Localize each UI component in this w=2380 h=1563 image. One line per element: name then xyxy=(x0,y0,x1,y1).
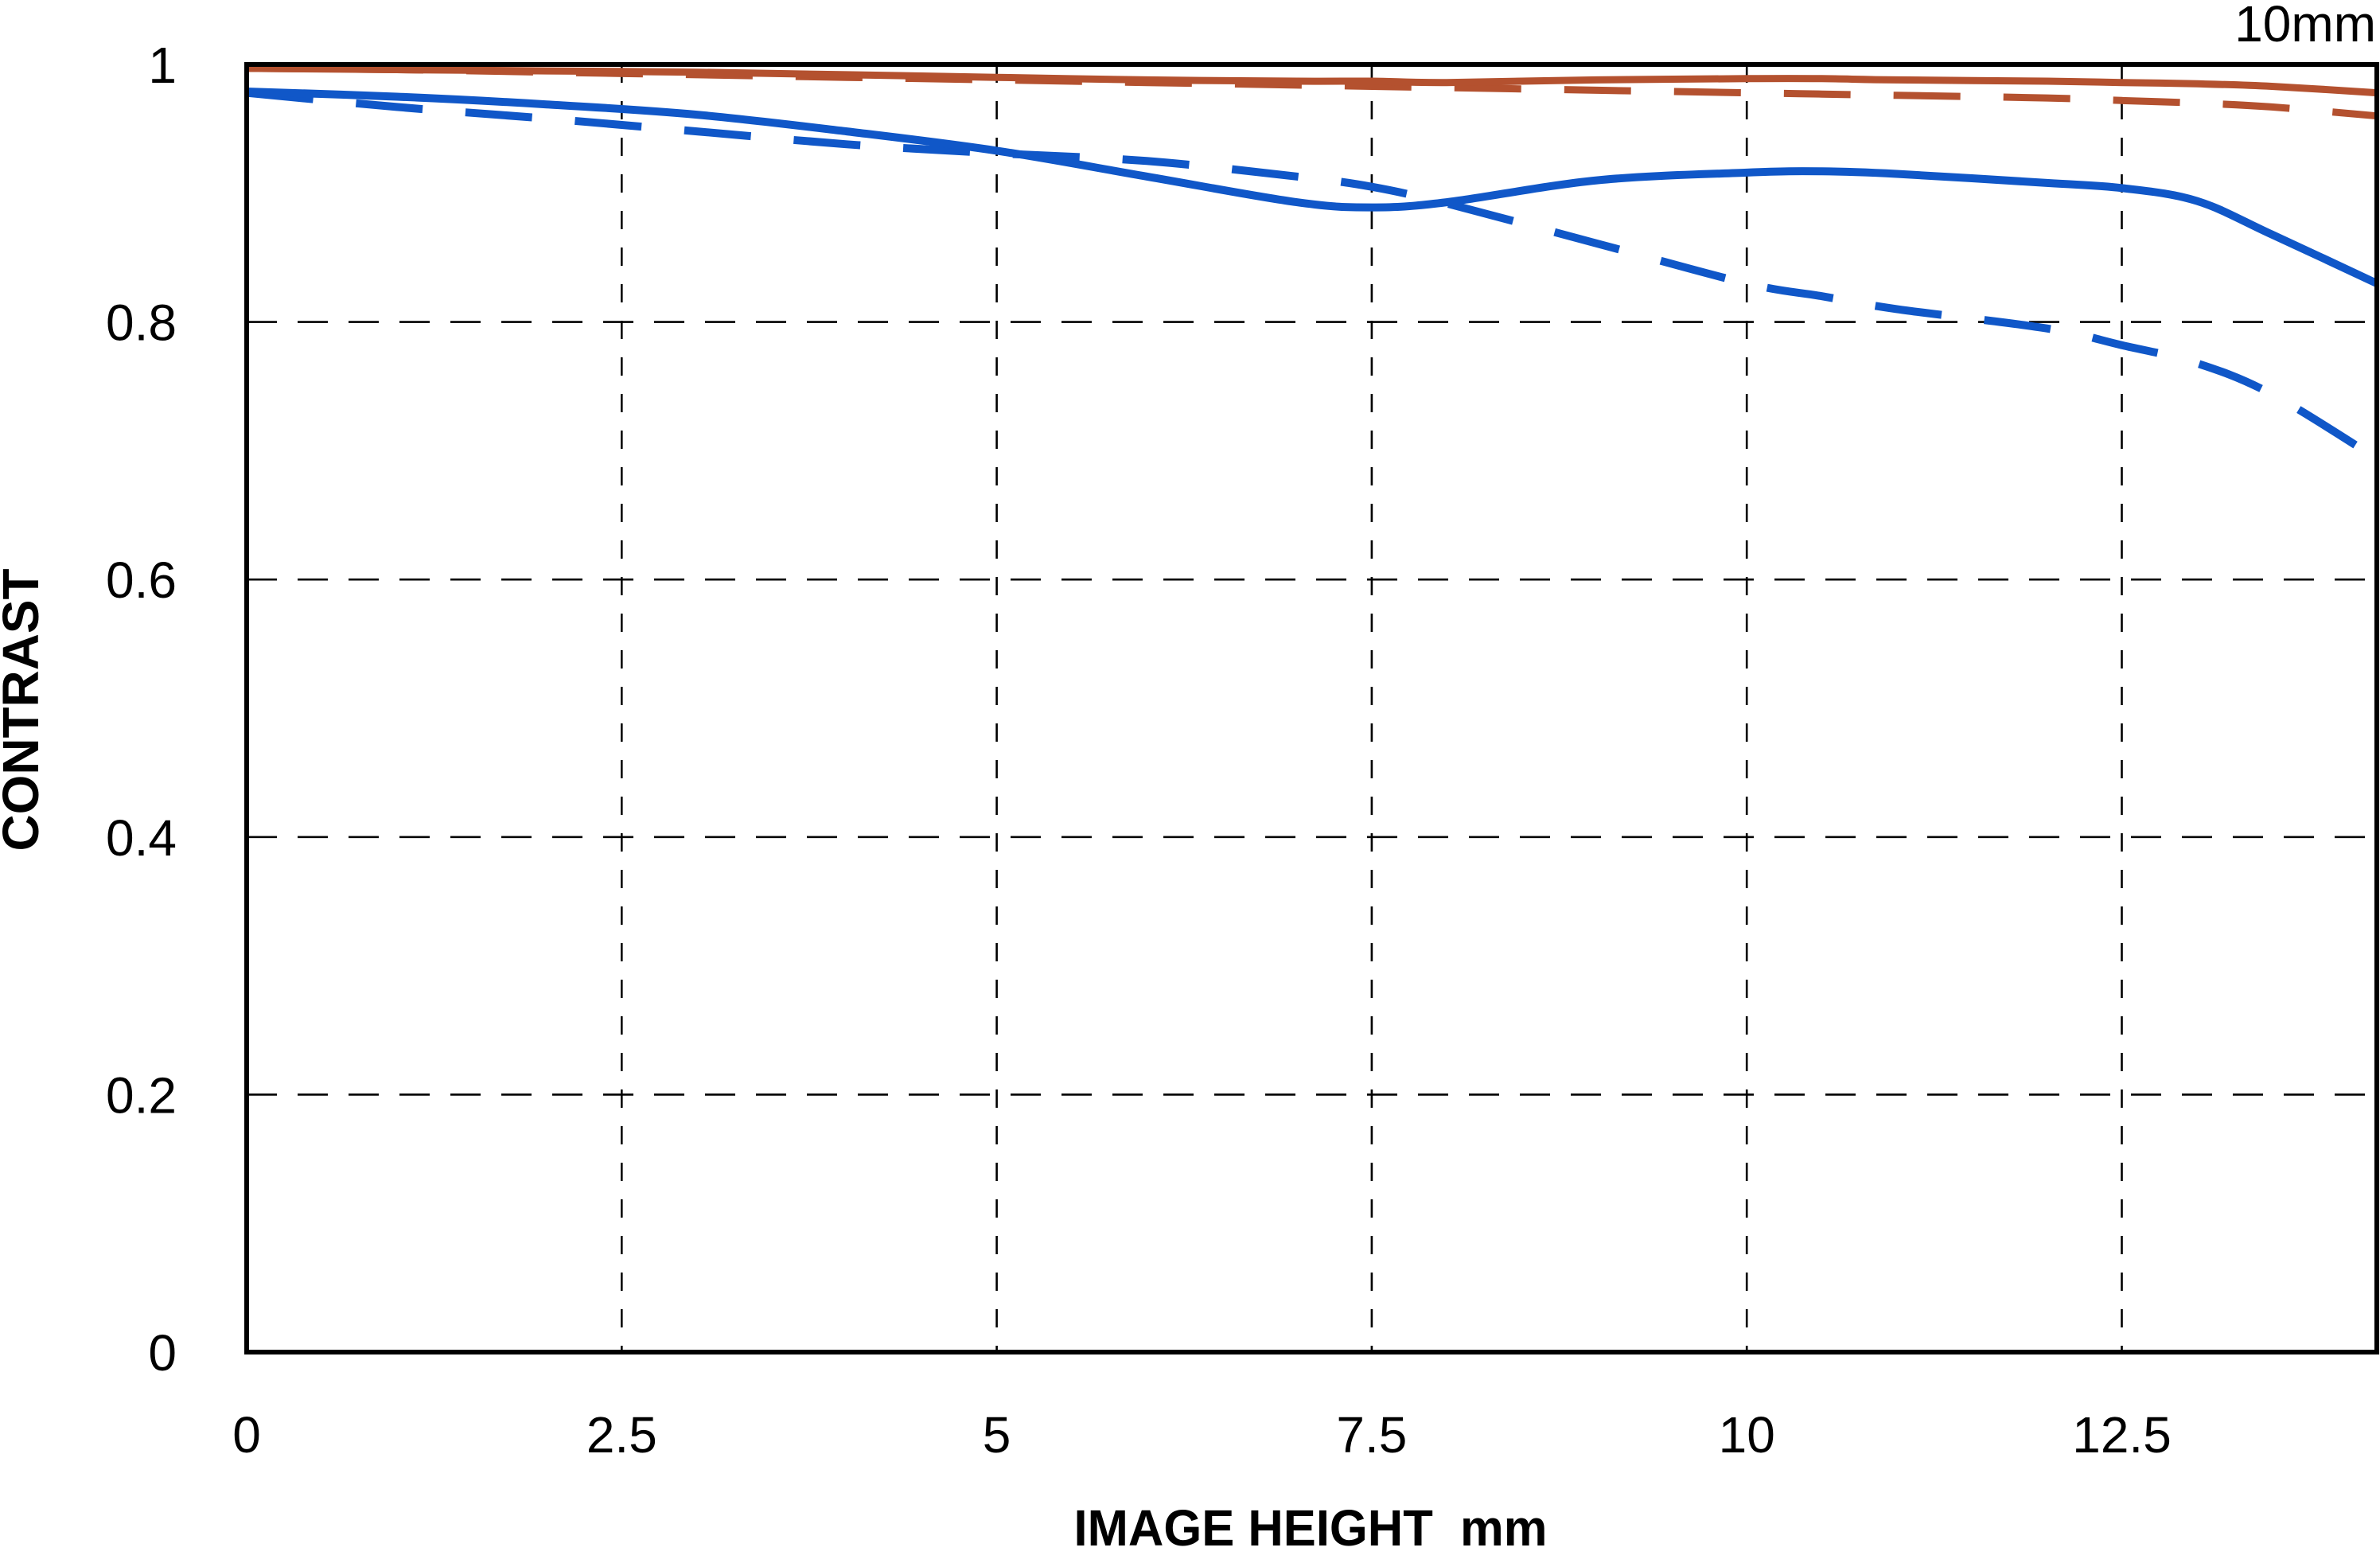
y-tick-label: 0.8 xyxy=(106,294,177,352)
x-tick-label: 10 xyxy=(1719,1406,1775,1464)
curve-blue-solid xyxy=(246,88,2379,287)
curve-red-solid xyxy=(246,64,2378,97)
plot-frame xyxy=(244,62,2379,1354)
y-tick-label: 1 xyxy=(148,37,177,94)
y-axis-title: CONTRAST xyxy=(0,569,49,852)
x-tick-labels: 0 2.5 5 7.5 10 12.5 xyxy=(232,1406,2172,1464)
y-tick-label: 0.4 xyxy=(106,809,177,867)
y-tick-label: 0.6 xyxy=(106,552,177,609)
y-tick-labels: 0 0.2 0.4 0.6 0.8 1 xyxy=(106,37,177,1382)
y-tick-label: 0 xyxy=(148,1324,177,1382)
curve-red-dashed xyxy=(246,64,2378,120)
curve-group xyxy=(246,64,2379,462)
gridlines xyxy=(247,64,2377,1352)
x-tick-label: 7.5 xyxy=(1336,1406,1407,1464)
x-axis-title: IMAGE HEIGHT mm xyxy=(1074,1499,1548,1557)
x-tick-label: 0 xyxy=(232,1406,261,1464)
chart-title: 10mm xyxy=(2234,0,2376,53)
y-tick-label: 0.2 xyxy=(106,1066,177,1124)
x-tick-label: 2.5 xyxy=(586,1406,657,1464)
curve-blue-dashed xyxy=(246,88,2379,462)
x-tick-label: 5 xyxy=(983,1406,1011,1464)
x-tick-label: 12.5 xyxy=(2072,1406,2172,1464)
